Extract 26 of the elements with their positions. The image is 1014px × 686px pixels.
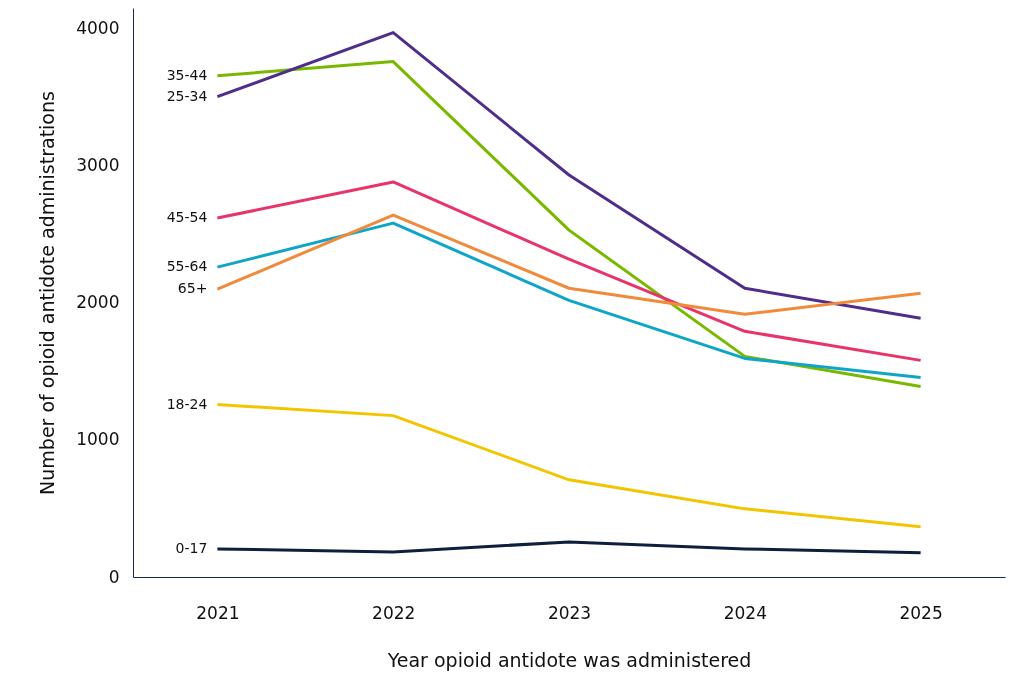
series-label: 0-17 — [175, 539, 208, 556]
line-series — [215, 403, 923, 529]
x-tick-label: 2023 — [547, 602, 592, 623]
y-tick-label: 0 — [108, 566, 120, 587]
series-label: 18-24 — [166, 395, 208, 412]
series-label: 65+ — [177, 280, 208, 297]
line-series — [215, 60, 923, 389]
x-tick-label: 2024 — [723, 602, 767, 623]
y-tick-label: 2000 — [76, 292, 120, 313]
x-tick-label: 2021 — [196, 602, 240, 623]
series-label: 55-64 — [166, 258, 208, 275]
y-tick-label: 3000 — [76, 155, 120, 176]
line-series — [215, 31, 923, 320]
y-tick-label: 1000 — [76, 429, 120, 450]
line-series — [215, 540, 923, 555]
y-axis-title: Number of opioid antidote administrations — [36, 91, 59, 495]
x-axis-title: Year opioid antidote was administered — [386, 648, 752, 671]
series-label: 35-44 — [166, 66, 208, 83]
series-label: 45-54 — [166, 209, 208, 226]
line-series — [215, 213, 923, 316]
series-label: 25-34 — [166, 87, 208, 104]
line-series — [215, 221, 923, 380]
y-tick-label: 4000 — [76, 18, 120, 39]
x-tick-label: 2022 — [372, 602, 416, 623]
line-series — [215, 180, 923, 362]
x-tick-label: 2025 — [899, 602, 943, 623]
